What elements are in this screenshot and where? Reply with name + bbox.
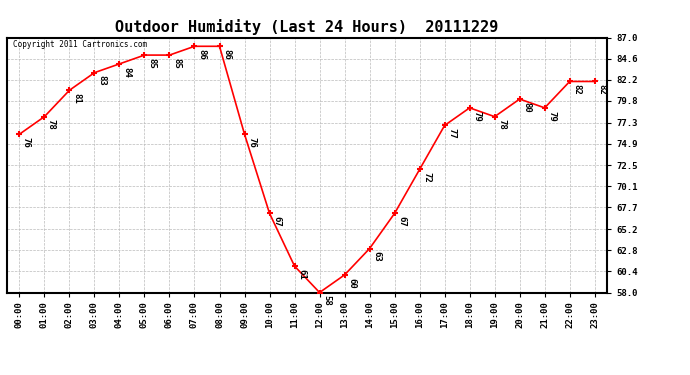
Text: 86: 86 — [197, 49, 206, 60]
Text: 67: 67 — [397, 216, 406, 227]
Text: 58: 58 — [322, 295, 331, 306]
Text: 78: 78 — [497, 119, 506, 130]
Title: Outdoor Humidity (Last 24 Hours)  20111229: Outdoor Humidity (Last 24 Hours) 2011122… — [115, 19, 499, 35]
Text: 79: 79 — [547, 111, 556, 122]
Text: 78: 78 — [47, 119, 56, 130]
Text: 82: 82 — [572, 84, 581, 95]
Text: 80: 80 — [522, 102, 531, 112]
Text: 76: 76 — [247, 137, 256, 148]
Text: 85: 85 — [147, 58, 156, 69]
Text: Copyright 2011 Cartronics.com: Copyright 2011 Cartronics.com — [13, 40, 147, 49]
Text: 79: 79 — [472, 111, 481, 122]
Text: 84: 84 — [122, 67, 131, 77]
Text: 60: 60 — [347, 278, 356, 288]
Text: 81: 81 — [72, 93, 81, 104]
Text: 85: 85 — [172, 58, 181, 69]
Text: 72: 72 — [422, 172, 431, 183]
Text: 63: 63 — [372, 251, 381, 262]
Text: 86: 86 — [222, 49, 231, 60]
Text: 67: 67 — [272, 216, 281, 227]
Text: 83: 83 — [97, 75, 106, 86]
Text: 61: 61 — [297, 269, 306, 280]
Text: 82: 82 — [597, 84, 606, 95]
Text: 76: 76 — [22, 137, 31, 148]
Text: 77: 77 — [447, 128, 456, 139]
